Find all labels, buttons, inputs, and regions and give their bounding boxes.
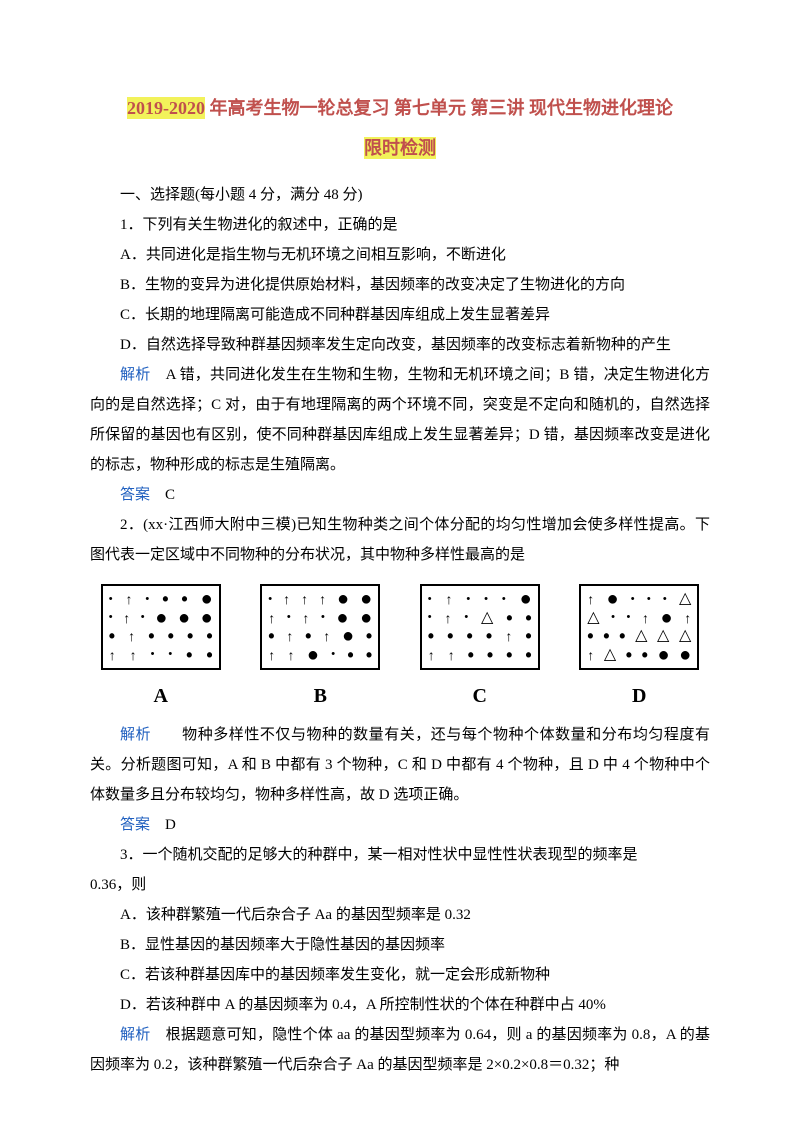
explanation-body: 根据题意可知，隐性个体 aa 的基因型频率为 0.64，则 a 的基因频率为 0… xyxy=(90,1027,710,1073)
title-sub-highlight: 限时检测 xyxy=(364,137,436,159)
q1-stem: 1．下列有关生物进化的叙述中，正确的是 xyxy=(90,210,710,240)
diagram-label-b: B xyxy=(314,676,327,716)
explanation-label: 解析 xyxy=(120,1027,150,1043)
diagram-c: •↑•••● •↑•△•• ••••↑• ↑↑•••• C xyxy=(409,584,551,716)
q3-option-b: B．显性基因的基因频率大于隐性基因的基因频率 xyxy=(90,930,710,960)
q1-answer: 答案 C xyxy=(90,480,710,510)
q2-explanation: 解析 物种多样性不仅与物种的数量有关，还与每个物种个体数量和分布均匀程度有关。分… xyxy=(90,720,710,810)
q2-diagram-row: •↑•••● •↑•●●● •↑•••• ↑↑•••• A •↑↑↑●● ↑•↑… xyxy=(90,584,710,716)
diagram-b: •↑↑↑●● ↑•↑•●● •↑•↑●• ↑↑●••• B xyxy=(250,584,392,716)
q1-option-a: A．共同进化是指生物与无机环境之间相互影响，不断进化 xyxy=(90,240,710,270)
q3-option-a: A．该种群繁殖一代后杂合子 Aa 的基因型频率是 0.32 xyxy=(90,900,710,930)
q1-option-d: D．自然选择导致种群基因频率发生定向改变，基因频率的改变标志着新物种的产生 xyxy=(90,330,710,360)
q2-stem: 2．(xx·江西师大附中三模)已知生物种类之间个体分配的均匀性增加会使多样性提高… xyxy=(90,510,710,570)
diagram-label-c: C xyxy=(473,676,487,716)
q3-stem-line2: 0.36，则 xyxy=(90,870,710,900)
diagram-label-a: A xyxy=(154,676,168,716)
answer-body: C xyxy=(150,487,175,503)
title-year-highlight: 2019-2020 xyxy=(127,97,205,119)
answer-body: D xyxy=(150,817,176,833)
diagram-label-d: D xyxy=(632,676,646,716)
q3-explanation: 解析 根据题意可知，隐性个体 aa 的基因型频率为 0.64，则 a 的基因频率… xyxy=(90,1020,710,1080)
explanation-label: 解析 xyxy=(120,727,151,743)
answer-label: 答案 xyxy=(120,817,150,833)
explanation-body: 物种多样性不仅与物种的数量有关，还与每个物种个体数量和分布均匀程度有关。分析题图… xyxy=(90,727,710,803)
explanation-body: A 错，共同进化发生在生物和生物，生物和无机环境之间；B 错，决定生物进化方向的… xyxy=(90,367,710,473)
answer-label: 答案 xyxy=(120,487,150,503)
q1-explanation: 解析 A 错，共同进化发生在生物和生物，生物和无机环境之间；B 错，决定生物进化… xyxy=(90,360,710,480)
title-rest: 年高考生物一轮总复习 第七单元 第三讲 现代生物进化理论 xyxy=(205,98,673,118)
section-heading: 一、选择题(每小题 4 分，满分 48 分) xyxy=(90,180,710,210)
diagram-a: •↑•••● •↑•●●● •↑•••• ↑↑•••• A xyxy=(90,584,232,716)
q3-option-c: C．若该种群基因库中的基因频率发生变化，就一定会形成新物种 xyxy=(90,960,710,990)
diagram-d: ↑●•••△ △••↑●↑ •••△△△ ↑△••●● D xyxy=(569,584,711,716)
doc-title-line2: 限时检测 xyxy=(90,130,710,166)
q2-answer: 答案 D xyxy=(90,810,710,840)
q1-option-c: C．长期的地理隔离可能造成不同种群基因库组成上发生显著差异 xyxy=(90,300,710,330)
q3-option-d: D．若该种群中 A 的基因频率为 0.4，A 所控制性状的个体在种群中占 40% xyxy=(90,990,710,1020)
explanation-label: 解析 xyxy=(120,367,150,383)
doc-title-line1: 2019-2020 年高考生物一轮总复习 第七单元 第三讲 现代生物进化理论 xyxy=(90,90,710,126)
q1-option-b: B．生物的变异为进化提供原始材料，基因频率的改变决定了生物进化的方向 xyxy=(90,270,710,300)
q3-stem-line1: 3．一个随机交配的足够大的种群中，某一相对性状中显性性状表现型的频率是 xyxy=(90,840,710,870)
